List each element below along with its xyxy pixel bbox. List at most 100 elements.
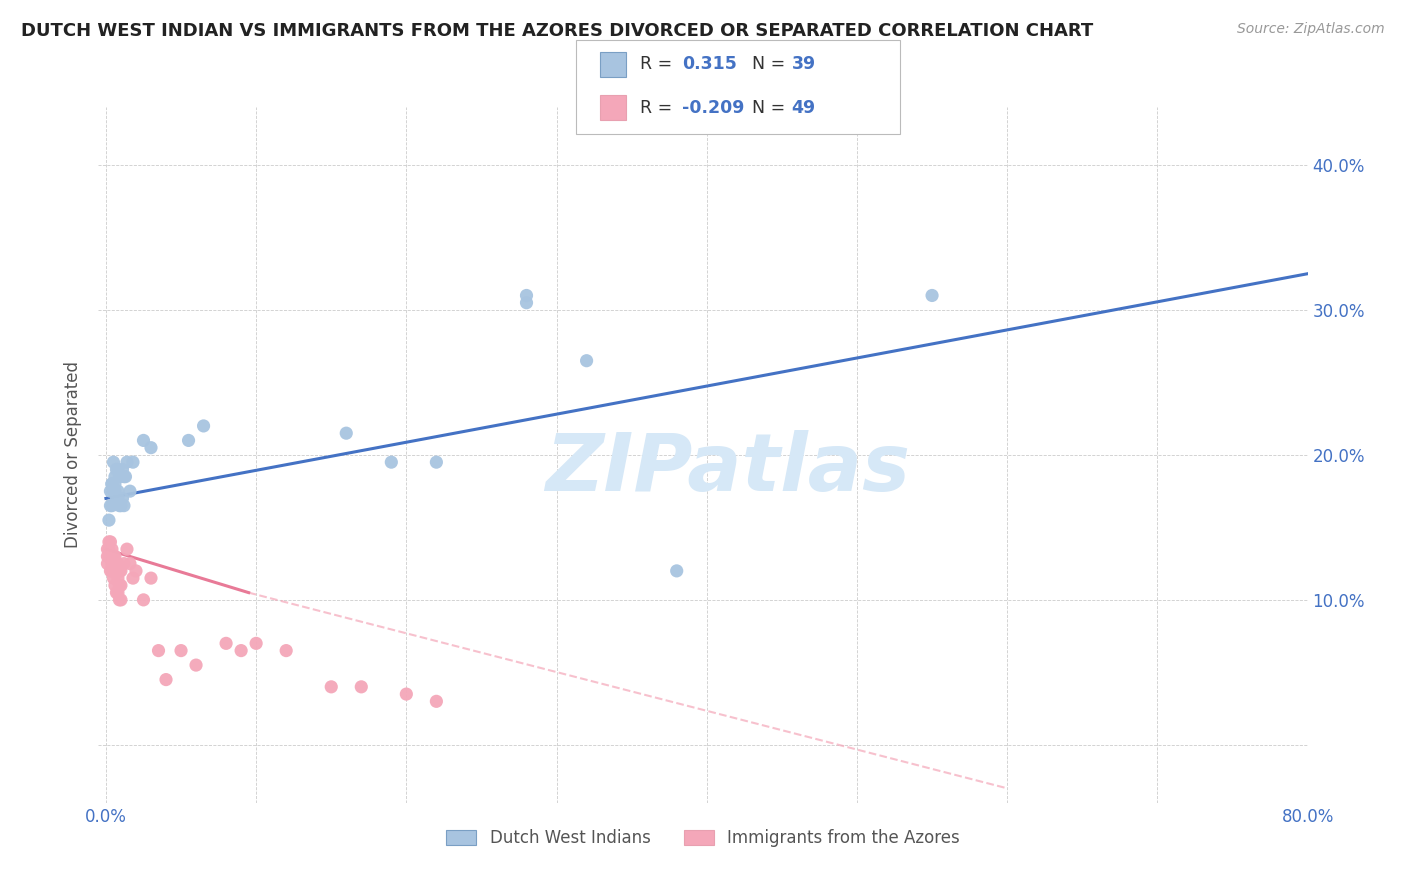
Point — [112, 469, 135, 483]
Point — [112, 557, 135, 571]
Point — [104, 476, 127, 491]
Point — [114, 469, 136, 483]
Point — [115, 455, 138, 469]
Point — [108, 469, 131, 483]
Point — [97, 513, 120, 527]
Point — [107, 557, 129, 571]
Point — [350, 680, 373, 694]
Point — [229, 643, 252, 657]
Point — [193, 418, 215, 433]
Point — [515, 295, 537, 310]
Point — [122, 571, 145, 585]
Point — [100, 549, 122, 564]
Point — [107, 585, 129, 599]
Point — [97, 534, 120, 549]
Text: 0.315: 0.315 — [682, 55, 737, 73]
Point — [107, 462, 129, 476]
Point — [111, 462, 134, 476]
Point — [101, 476, 124, 491]
Legend: Dutch West Indians, Immigrants from the Azores: Dutch West Indians, Immigrants from the … — [440, 822, 966, 854]
Point — [110, 592, 132, 607]
Point — [105, 585, 128, 599]
Y-axis label: Divorced or Separated: Divorced or Separated — [65, 361, 83, 549]
Point — [515, 288, 537, 302]
Point — [575, 353, 598, 368]
Point — [101, 499, 124, 513]
Point — [148, 643, 170, 657]
Point — [103, 549, 125, 564]
Point — [100, 484, 122, 499]
Point — [103, 557, 125, 571]
Point — [321, 680, 343, 694]
Text: Source: ZipAtlas.com: Source: ZipAtlas.com — [1237, 22, 1385, 37]
Text: R =: R = — [640, 55, 678, 73]
Point — [108, 564, 131, 578]
Text: 49: 49 — [792, 99, 815, 117]
Point — [425, 455, 447, 469]
Point — [184, 658, 207, 673]
Point — [96, 549, 118, 564]
Point — [100, 534, 122, 549]
Point — [101, 476, 124, 491]
Point — [105, 462, 128, 476]
Point — [115, 542, 138, 557]
Point — [132, 592, 155, 607]
Point — [104, 564, 127, 578]
Point — [425, 694, 447, 708]
Point — [101, 557, 124, 571]
Point — [395, 687, 418, 701]
Point — [215, 636, 238, 650]
Point — [96, 542, 118, 557]
Point — [104, 549, 127, 564]
Point — [97, 542, 120, 557]
Point — [139, 571, 162, 585]
Point — [110, 499, 132, 513]
Point — [118, 557, 141, 571]
Point — [97, 549, 120, 564]
Point — [105, 564, 128, 578]
Point — [170, 643, 193, 657]
Point — [276, 643, 298, 657]
Text: N =: N = — [741, 99, 790, 117]
Point — [104, 469, 127, 483]
Text: N =: N = — [741, 55, 790, 73]
Point — [921, 288, 943, 302]
Point — [110, 578, 132, 592]
Point — [100, 499, 122, 513]
Point — [100, 564, 122, 578]
Text: R =: R = — [640, 99, 678, 117]
Point — [105, 557, 128, 571]
Point — [96, 557, 118, 571]
Point — [107, 491, 129, 506]
Point — [104, 578, 127, 592]
Point — [108, 592, 131, 607]
Point — [155, 673, 177, 687]
Point — [177, 434, 200, 448]
Point — [108, 499, 131, 513]
Point — [125, 564, 148, 578]
Point — [108, 578, 131, 592]
Text: -0.209: -0.209 — [682, 99, 744, 117]
Point — [101, 542, 124, 557]
Point — [122, 455, 145, 469]
Point — [112, 499, 135, 513]
Point — [103, 455, 125, 469]
Point — [110, 564, 132, 578]
Point — [132, 434, 155, 448]
Point — [335, 426, 357, 441]
Text: 39: 39 — [792, 55, 815, 73]
Text: DUTCH WEST INDIAN VS IMMIGRANTS FROM THE AZORES DIVORCED OR SEPARATED CORRELATIO: DUTCH WEST INDIAN VS IMMIGRANTS FROM THE… — [21, 22, 1094, 40]
Point — [118, 484, 141, 499]
Point — [380, 455, 402, 469]
Text: ZIPatlas: ZIPatlas — [544, 430, 910, 508]
Point — [107, 484, 129, 499]
Point — [104, 484, 127, 499]
Point — [101, 564, 124, 578]
Point — [111, 491, 134, 506]
Point — [103, 484, 125, 499]
Point — [105, 491, 128, 506]
Point — [139, 441, 162, 455]
Point — [107, 571, 129, 585]
Point — [665, 564, 688, 578]
Point — [245, 636, 267, 650]
